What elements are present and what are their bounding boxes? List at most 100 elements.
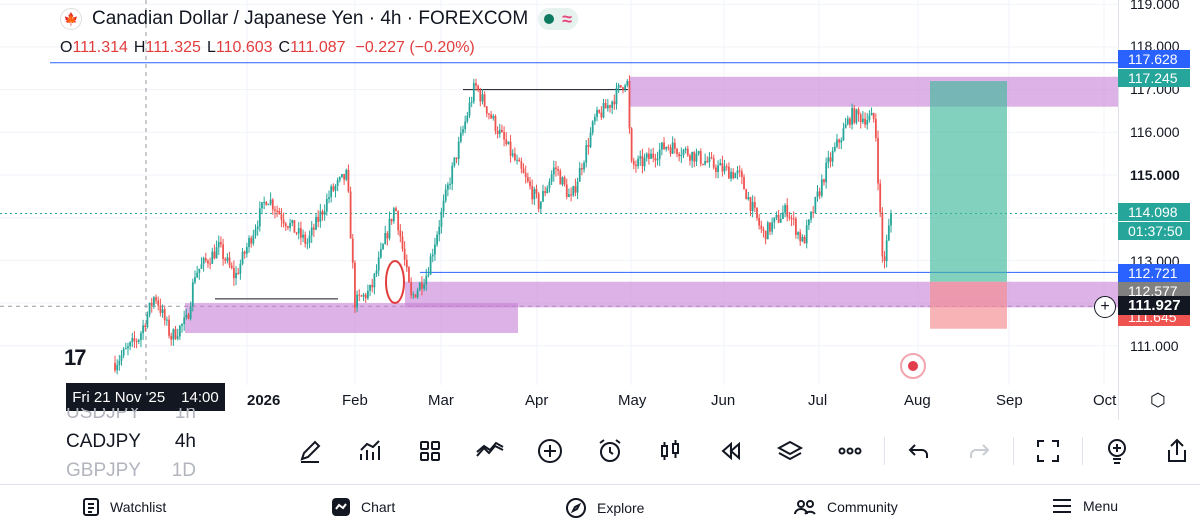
redo-icon[interactable]: [949, 431, 1009, 471]
candle-body: [786, 205, 789, 217]
candle-body: [414, 294, 417, 298]
candle-body: [628, 80, 631, 129]
layout-grid-icon[interactable]: [400, 431, 460, 471]
toolbar-divider: [1082, 437, 1083, 465]
candle-body: [846, 118, 849, 125]
candle-body: [552, 167, 555, 175]
price-chart[interactable]: [0, 0, 1118, 420]
symbol-row[interactable]: GBPJPY 1D: [66, 459, 196, 481]
candle-body: [455, 157, 458, 159]
candle-body: [191, 282, 194, 307]
candle-body: [215, 247, 218, 259]
candle-body: [823, 179, 825, 183]
candle-body: [568, 194, 570, 197]
symbol-row[interactable]: USDJPY 1h: [66, 408, 196, 423]
candle-body: [144, 325, 147, 328]
wave-icon: ≈: [562, 9, 573, 29]
ohlc-readout: O111.314 H111.325 L110.603 C111.087 −0.2…: [60, 39, 475, 56]
candle-body: [576, 181, 579, 193]
add-icon[interactable]: [520, 431, 580, 471]
pencil-icon[interactable]: [280, 431, 340, 471]
candle-body: [501, 129, 503, 133]
candle-body: [304, 234, 307, 244]
time-label: Oct: [1093, 392, 1117, 409]
candle-body: [529, 181, 531, 187]
candle-body: [652, 153, 655, 158]
candle-body: [645, 153, 648, 158]
price-label: 115.000: [1130, 167, 1180, 183]
candle-body: [777, 214, 780, 223]
candle-body: [235, 272, 237, 279]
candle-body: [287, 226, 289, 228]
settings-icon[interactable]: ⬡: [1150, 390, 1166, 410]
candle-body: [293, 220, 296, 233]
chart-area[interactable]: 🍁 Canadian Dollar / Japanese Yen · 4h · …: [0, 0, 1200, 420]
fullscreen-icon[interactable]: [1018, 431, 1078, 471]
candle-body: [870, 113, 873, 116]
symbol-row-active[interactable]: CADJPY 4h: [66, 430, 196, 452]
candle-body: [401, 236, 404, 249]
candle-body: [472, 83, 475, 102]
compare-icon[interactable]: [460, 431, 520, 471]
candle-body: [189, 306, 192, 319]
nav-explore[interactable]: Explore: [565, 497, 644, 519]
candle-body: [481, 94, 484, 102]
indicators-icon[interactable]: [340, 431, 400, 471]
symbol-title[interactable]: Canadian Dollar / Japanese Yen · 4h · FO…: [92, 8, 529, 29]
replay-icon[interactable]: [700, 431, 760, 471]
candles-icon[interactable]: [640, 431, 700, 471]
candle-body: [222, 244, 224, 259]
candle-body: [708, 157, 711, 163]
candle-body: [392, 208, 395, 222]
candle-body: [207, 260, 209, 264]
candle-body: [464, 121, 467, 130]
candle-body: [299, 228, 302, 238]
time-label: Feb: [342, 392, 368, 409]
nav-watchlist[interactable]: Watchlist: [82, 497, 166, 517]
long-position-loss: [930, 281, 1007, 329]
candle-body: [769, 222, 771, 232]
tradingview-logo: 17: [64, 345, 87, 370]
record-alert-icon[interactable]: [900, 353, 926, 379]
symbol-switcher[interactable]: USDJPY 1h CADJPY 4h GBPJPY 1D: [66, 408, 246, 484]
share-icon[interactable]: [1147, 431, 1200, 471]
candle-body: [444, 189, 447, 201]
candle-body: [165, 319, 168, 321]
candle-body: [172, 329, 175, 340]
candle-body: [833, 146, 836, 152]
candle-body: [496, 130, 499, 135]
candle-body: [715, 167, 717, 173]
candle-body: [771, 222, 774, 232]
candle-body: [431, 254, 434, 257]
nav-menu[interactable]: Menu: [1051, 497, 1118, 515]
candle-body: [181, 324, 183, 326]
price-tag-target: 117.245: [1118, 69, 1190, 87]
ideas-icon[interactable]: [1087, 431, 1147, 471]
candle-body: [758, 218, 761, 226]
time-label: Apr: [525, 392, 549, 409]
layers-icon[interactable]: [760, 431, 820, 471]
candle-body: [881, 212, 884, 257]
candle-body: [183, 317, 186, 325]
candle-body: [604, 102, 607, 109]
candle-body: [775, 214, 778, 218]
candle-body: [784, 205, 786, 213]
candle-body: [330, 186, 333, 198]
candle-body: [410, 282, 413, 296]
candle-body: [399, 230, 402, 237]
market-status-pill[interactable]: ≈: [538, 8, 579, 30]
nav-community[interactable]: Community: [793, 497, 898, 517]
candle-body: [548, 181, 551, 188]
candle-body: [544, 191, 547, 194]
alarm-icon[interactable]: [580, 431, 640, 471]
undo-icon[interactable]: [889, 431, 949, 471]
candle-body: [256, 226, 259, 230]
candle-body: [630, 128, 633, 161]
candle-body: [306, 242, 309, 244]
add-crosshair-icon[interactable]: +: [1094, 296, 1116, 318]
more-icon[interactable]: [820, 431, 880, 471]
candle-body: [187, 314, 190, 319]
candle-body: [838, 139, 841, 143]
close-value: 111.087: [290, 39, 346, 56]
nav-chart[interactable]: Chart: [331, 497, 395, 517]
